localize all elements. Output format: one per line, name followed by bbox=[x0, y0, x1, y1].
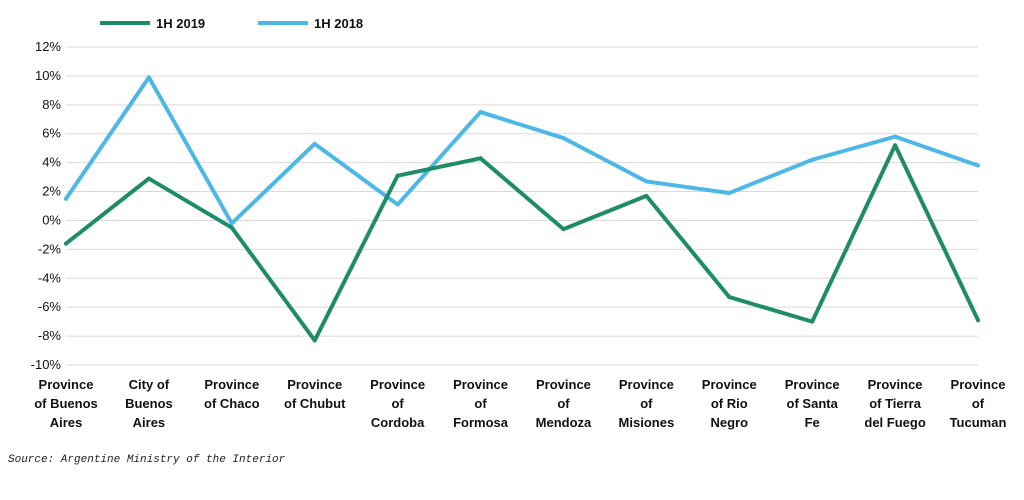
legend: 1H 2019 1H 2018 bbox=[100, 16, 363, 31]
y-tick-label: 10% bbox=[35, 68, 61, 83]
x-category-label-line: Tucuman bbox=[950, 415, 1007, 430]
data-point bbox=[478, 156, 483, 161]
data-point bbox=[727, 190, 732, 195]
x-category-label: Province of Mendoza bbox=[536, 377, 592, 430]
x-category-label-line: of Buenos bbox=[34, 396, 98, 411]
x-category-label-line: of bbox=[391, 396, 404, 411]
data-point bbox=[312, 338, 317, 343]
x-category-label-line: City of bbox=[129, 377, 170, 392]
y-tick-label: 6% bbox=[42, 126, 61, 141]
x-category-label: Province of Tierra del Fuego bbox=[864, 377, 925, 430]
data-point bbox=[229, 221, 234, 226]
x-category-label-line: of bbox=[557, 396, 570, 411]
data-point bbox=[893, 134, 898, 139]
x-category-label-line: of Chaco bbox=[204, 396, 260, 411]
x-axis: Province of Buenos Aires City of Buenos Aires… bbox=[34, 377, 1006, 430]
x-category-label-line: Province bbox=[619, 377, 674, 392]
x-category-label-line: of Chubut bbox=[284, 396, 346, 411]
x-category-label-line: Misiones bbox=[619, 415, 675, 430]
legend-label: 1H 2019 bbox=[156, 16, 205, 31]
data-point bbox=[893, 143, 898, 148]
x-category-label-line: Fe bbox=[805, 415, 820, 430]
x-category-label-line: Buenos bbox=[125, 396, 173, 411]
series-line-1h-2019 bbox=[64, 143, 980, 343]
data-point bbox=[64, 241, 68, 246]
data-point bbox=[644, 179, 649, 184]
x-category-label-line: Negro bbox=[710, 415, 748, 430]
line-chart: 12% 10% 8% 6% 4% 2% 0% -2% -4% -6% -8% -10% Provinc… bbox=[31, 16, 1007, 430]
x-category-label: Province of Cordoba bbox=[370, 377, 425, 430]
x-category-label-line: Province bbox=[868, 377, 923, 392]
data-point bbox=[644, 193, 649, 198]
y-tick-label: -10% bbox=[31, 357, 62, 372]
y-tick-label: -2% bbox=[38, 241, 62, 256]
y-tick-label: -6% bbox=[38, 299, 62, 314]
gridlines bbox=[66, 46, 978, 366]
x-category-label-line: Province bbox=[204, 377, 259, 392]
x-category-label-line: Province bbox=[785, 377, 840, 392]
y-tick-label: 12% bbox=[35, 39, 61, 54]
y-axis: 12% 10% 8% 6% 4% 2% 0% -2% -4% -6% -8% -10% bbox=[31, 39, 62, 372]
x-category-label-line: Province bbox=[370, 377, 425, 392]
x-category-label-line: of bbox=[640, 396, 653, 411]
data-point bbox=[312, 141, 317, 146]
legend-label: 1H 2018 bbox=[314, 16, 363, 31]
data-point bbox=[146, 176, 151, 181]
data-point bbox=[395, 202, 400, 207]
x-category-label: Province of Chubut bbox=[284, 377, 346, 411]
x-category-label-line: Formosa bbox=[453, 415, 509, 430]
x-category-label: Province of Rio Negro bbox=[702, 377, 757, 430]
x-category-label: Province of Santa Fe bbox=[785, 377, 840, 430]
x-category-label: City of Buenos Aires bbox=[125, 377, 173, 430]
x-category-label-line: of Tierra bbox=[869, 396, 922, 411]
y-tick-label: 4% bbox=[42, 155, 61, 170]
x-category-label: Province of Formosa bbox=[453, 377, 509, 430]
x-category-label-line: of bbox=[972, 396, 985, 411]
series-lines bbox=[64, 75, 980, 343]
data-point bbox=[478, 110, 483, 115]
x-category-label-line: Province bbox=[287, 377, 342, 392]
data-point bbox=[561, 227, 566, 232]
data-point bbox=[810, 157, 815, 162]
y-tick-label: 0% bbox=[42, 212, 61, 227]
x-category-label-line: Province bbox=[702, 377, 757, 392]
data-point bbox=[810, 319, 815, 324]
data-point bbox=[146, 75, 151, 80]
x-category-label: Province of Buenos Aires bbox=[34, 377, 98, 430]
x-category-label: Province of Misiones bbox=[619, 377, 675, 430]
x-category-label: Province of Tucuman bbox=[950, 377, 1007, 430]
y-tick-label: -8% bbox=[38, 328, 62, 343]
x-category-label-line: Province bbox=[39, 377, 94, 392]
x-category-label: Province of Chaco bbox=[204, 377, 260, 411]
x-category-label-line: Province bbox=[536, 377, 591, 392]
data-point bbox=[64, 196, 68, 201]
x-category-label-line: of Santa bbox=[787, 396, 839, 411]
x-category-label-line: del Fuego bbox=[864, 415, 925, 430]
x-category-label-line: of bbox=[474, 396, 487, 411]
x-category-label-line: Cordoba bbox=[371, 415, 425, 430]
data-point bbox=[976, 318, 980, 323]
x-category-label-line: of Rio bbox=[711, 396, 748, 411]
x-category-label-line: Province bbox=[951, 377, 1006, 392]
source-note: Source: Argentine Ministry of the Interi… bbox=[8, 454, 286, 466]
data-point bbox=[727, 295, 732, 300]
y-tick-label: 8% bbox=[42, 97, 61, 112]
data-point bbox=[395, 173, 400, 178]
y-tick-label: -4% bbox=[38, 270, 62, 285]
x-category-label-line: Province bbox=[453, 377, 508, 392]
data-point bbox=[229, 225, 234, 230]
data-point bbox=[561, 136, 566, 141]
x-category-label-line: Mendoza bbox=[536, 415, 592, 430]
x-category-label-line: Aires bbox=[50, 415, 83, 430]
data-point bbox=[976, 163, 980, 168]
x-category-label-line: Aires bbox=[133, 415, 166, 430]
y-tick-label: 2% bbox=[42, 184, 61, 199]
series-line-1h-2018 bbox=[64, 75, 980, 226]
